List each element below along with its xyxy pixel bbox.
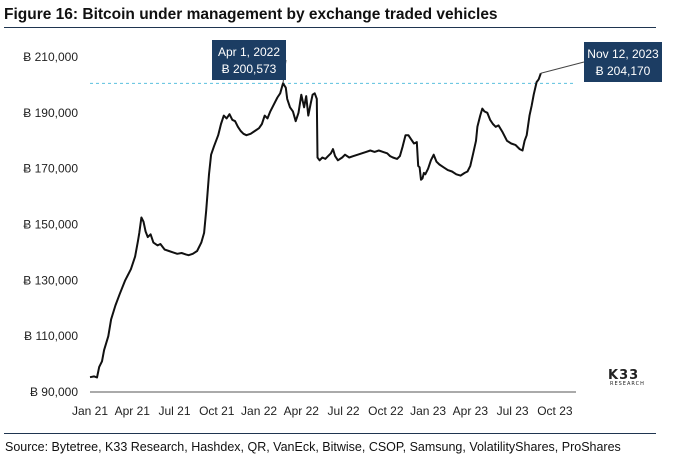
y-tick-label: Ƀ 190,000 (23, 106, 78, 120)
annotation-box (212, 40, 286, 80)
k33-logo: K33 RESEARCH (608, 368, 645, 387)
x-tick-label: Oct 21 (199, 404, 235, 418)
x-tick-label: Jan 22 (241, 404, 277, 418)
y-tick-label: Ƀ 170,000 (23, 162, 78, 176)
x-tick-label: Apr 23 (453, 404, 489, 418)
x-tick-label: Oct 23 (537, 404, 573, 418)
source-divider (4, 433, 656, 434)
source-note: Source: Bytetree, K33 Research, Hashdex,… (5, 440, 621, 454)
annotation-leader (540, 61, 585, 74)
annotation-date: Apr 1, 2022 (218, 45, 280, 59)
annotation-callout: Apr 1, 2022 Ƀ 200,573 (212, 40, 287, 84)
y-tick-label: Ƀ 150,000 (23, 218, 78, 232)
y-axis: Ƀ 90,000 Ƀ 110,000 Ƀ 130,000 Ƀ 150,000 Ƀ 170… (23, 50, 78, 399)
x-tick-label: Jul 21 (159, 404, 191, 418)
logo-subtext: RESEARCH (610, 381, 645, 387)
annotation-callout: Nov 12, 2023 Ƀ 204,170 (540, 42, 662, 82)
y-tick-label: Ƀ 210,000 (23, 50, 78, 64)
x-tick-label: Apr 21 (115, 404, 151, 418)
x-tick-label: Jul 23 (497, 404, 529, 418)
x-tick-label: Jan 23 (410, 404, 446, 418)
annotation-box (584, 42, 662, 82)
series-line-bitcoin (89, 72, 542, 379)
chart-title: Figure 16: Bitcoin under management by e… (4, 6, 498, 23)
annotation-value: Ƀ 204,170 (596, 64, 651, 78)
x-tick-label: Oct 22 (368, 404, 404, 418)
x-tick-label: Jan 21 (72, 404, 108, 418)
x-axis: Jan 21 Apr 21 Jul 21 Oct 21 Jan 22 Apr 22 Jul … (72, 404, 573, 418)
y-tick-label: Ƀ 110,000 (24, 329, 78, 343)
annotation-date: Nov 12, 2023 (587, 47, 659, 61)
annotations: Apr 1, 2022 Ƀ 200,573 Nov 12, 2023 Ƀ 204,17… (212, 40, 662, 84)
x-tick-label: Jul 22 (328, 404, 360, 418)
y-tick-label: Ƀ 130,000 (23, 273, 78, 287)
x-tick-label: Apr 22 (284, 404, 320, 418)
y-tick-label: Ƀ 90,000 (30, 385, 78, 399)
logo-text: K33 (608, 368, 639, 383)
annotation-value: Ƀ 200,573 (222, 62, 277, 76)
title-divider (4, 27, 656, 28)
